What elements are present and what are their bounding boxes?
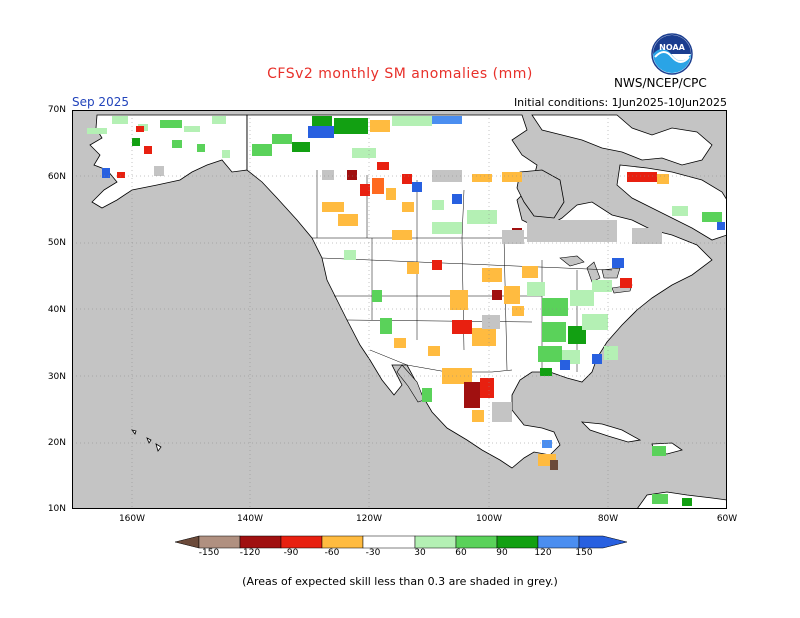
colorbar-label-neg90: -90	[283, 548, 299, 558]
colorbar-label-120: 120	[534, 548, 552, 558]
colorbar-label-neg150: -150	[198, 548, 220, 558]
colorbar-label-neg30: -30	[365, 548, 381, 558]
initial-conditions: Initial conditions: 1Jun2025-10Jun2025	[513, 96, 727, 109]
graticule	[72, 110, 727, 509]
land-alaska	[89, 114, 248, 209]
lat-label-30n: 30N	[47, 372, 66, 382]
land-cuba	[580, 421, 642, 443]
agency-label: NWS/NCEP/CPC	[614, 76, 707, 90]
colorbar-label-150: 150	[575, 548, 593, 558]
land-arctic-islands	[531, 114, 713, 166]
noaa-logo: NOAA	[651, 33, 693, 75]
anomaly-map	[72, 110, 727, 509]
colorbar-label-neg60: -60	[324, 548, 340, 558]
colorbar-swatch-2	[239, 535, 282, 549]
valid-month: Sep 2025	[72, 95, 129, 109]
colorbar-end-high	[578, 535, 627, 549]
lon-label-100w: 100W	[475, 514, 503, 524]
land-labrador	[616, 164, 727, 241]
colorbar-label-30: 30	[414, 548, 426, 558]
lon-label-140w: 140W	[236, 514, 264, 524]
colorbar-swatch-6	[414, 535, 457, 549]
colorbar-swatch-3	[280, 535, 323, 549]
low-skill-shading	[154, 166, 662, 422]
map-frame	[72, 110, 727, 509]
colorbar-end-low	[175, 535, 200, 549]
hudson-bay	[516, 169, 565, 219]
colorbar-label-60: 60	[455, 548, 467, 558]
colorbar	[175, 535, 627, 549]
lat-label-20n: 20N	[47, 438, 66, 448]
colorbar-swatch-9	[537, 535, 580, 549]
colorbar-swatch-1	[198, 535, 241, 549]
lat-label-40n: 40N	[47, 305, 66, 315]
lat-label-60n: 60N	[47, 172, 66, 182]
skill-footnote: (Areas of expected skill less than 0.3 a…	[242, 575, 558, 588]
svg-text:NOAA: NOAA	[659, 43, 685, 52]
gulf-of-california	[396, 364, 425, 403]
colorbar-swatch-8	[496, 535, 539, 549]
lon-label-80w: 80W	[597, 514, 619, 524]
colorbar-swatch-neutral	[362, 535, 416, 549]
land-hawaii	[131, 429, 162, 452]
colorbar-swatch-4	[321, 535, 364, 549]
lon-label-120w: 120W	[355, 514, 383, 524]
colorbar-swatch-7	[455, 535, 498, 549]
map-title: CFSv2 monthly SM anomalies (mm)	[267, 66, 533, 82]
lon-label-160w: 160W	[118, 514, 146, 524]
great-lakes	[559, 255, 633, 294]
lat-label-10n: 10N	[47, 504, 66, 514]
colorbar-label-neg120: -120	[239, 548, 261, 558]
lat-label-70n: 70N	[47, 105, 66, 115]
lat-label-50n: 50N	[47, 238, 66, 248]
lon-label-60w: 60W	[716, 514, 738, 524]
colorbar-label-90: 90	[496, 548, 508, 558]
